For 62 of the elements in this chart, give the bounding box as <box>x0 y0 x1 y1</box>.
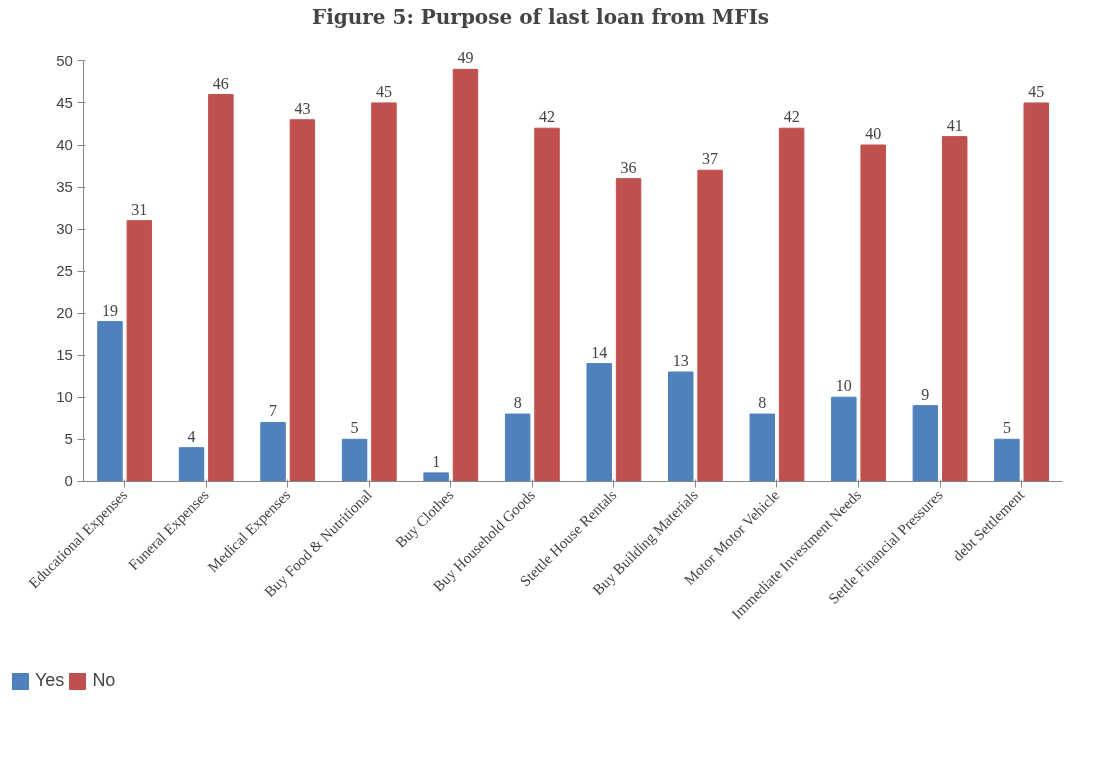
bar <box>289 119 316 482</box>
data-label: 4 <box>187 427 196 445</box>
bar <box>371 102 397 482</box>
data-label: 36 <box>620 158 637 176</box>
data-label: 19 <box>101 301 118 319</box>
data-label: 31 <box>131 200 148 218</box>
bar <box>452 68 479 482</box>
bar <box>208 94 234 482</box>
y-tick-label: 20 <box>56 304 73 322</box>
bar <box>697 169 723 482</box>
bar <box>586 363 612 482</box>
y-tick-label: 10 <box>56 388 73 406</box>
data-label: 45 <box>1028 82 1045 100</box>
data-label: 14 <box>591 343 608 361</box>
y-tick-label: 5 <box>64 430 73 448</box>
y-tick-label: 50 <box>56 51 73 69</box>
y-tick-label: 25 <box>56 262 73 280</box>
y-tick-label: 30 <box>56 220 73 238</box>
legend-label: Yes <box>35 670 65 691</box>
bar <box>749 413 776 482</box>
bar <box>504 413 531 482</box>
data-label: 40 <box>865 125 882 142</box>
y-tick-label: 45 <box>56 93 73 111</box>
chart-title: Figure 5: Purpose of last loan from MFIs <box>311 5 770 29</box>
bar <box>97 321 123 482</box>
y-tick-label: 15 <box>56 346 73 364</box>
data-label: 43 <box>294 99 311 117</box>
data-label: 5 <box>350 419 359 437</box>
data-label: 37 <box>702 150 719 168</box>
y-tick-label: 35 <box>56 178 73 196</box>
data-label: 45 <box>375 82 392 100</box>
data-label: 41 <box>946 116 963 134</box>
bar <box>912 405 939 482</box>
data-label: 8 <box>513 394 522 412</box>
bar <box>831 396 857 482</box>
bar <box>778 127 805 482</box>
data-label: 9 <box>921 385 930 403</box>
bar <box>126 220 153 482</box>
y-tick-label: 40 <box>56 136 73 153</box>
data-label: 49 <box>457 49 474 67</box>
data-label: 8 <box>758 394 767 412</box>
bar <box>341 438 368 482</box>
bar <box>860 144 886 482</box>
bar <box>994 438 1020 482</box>
data-label: 46 <box>212 74 229 92</box>
bar <box>534 127 560 482</box>
legend-label: No <box>92 670 116 691</box>
bar <box>423 472 449 482</box>
bar <box>615 178 642 482</box>
data-label: 1 <box>432 452 441 470</box>
bar <box>260 421 286 482</box>
data-label: 42 <box>539 108 556 126</box>
data-label: 42 <box>783 108 800 126</box>
y-tick-label: 0 <box>64 472 73 490</box>
bar <box>1023 102 1049 482</box>
bar <box>178 447 205 482</box>
data-label: 10 <box>835 377 852 395</box>
data-label: 13 <box>672 352 689 370</box>
bar <box>668 371 694 482</box>
bar <box>941 136 968 482</box>
data-label: 7 <box>269 402 278 420</box>
data-label: 5 <box>1002 419 1011 437</box>
